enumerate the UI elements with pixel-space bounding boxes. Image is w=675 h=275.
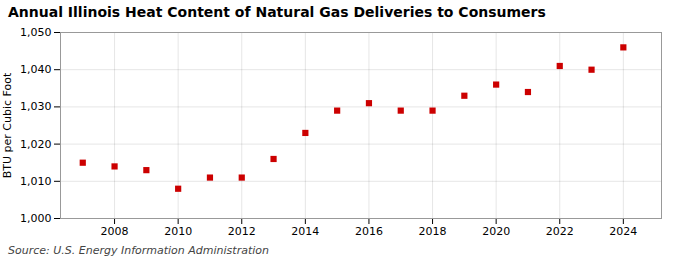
html-text:Annual Illinois Heat Content o: Annual Illinois Heat Content of Natural …	[8, 4, 546, 20]
svg-text:1,030: 1,030	[20, 100, 52, 113]
svg-text:2016: 2016	[355, 225, 383, 238]
svg-text:1,010: 1,010	[20, 175, 52, 188]
svg-text:1,000: 1,000	[20, 212, 52, 225]
svg-text:2012: 2012	[228, 225, 256, 238]
svg-text:1,020: 1,020	[20, 138, 52, 151]
svg-text:2022: 2022	[546, 225, 574, 238]
svg-text:1,040: 1,040	[20, 63, 52, 76]
svg-text:2010: 2010	[164, 225, 192, 238]
svg-text:2024: 2024	[609, 225, 637, 238]
html-text:Source: U.S. Energy Informatio: Source: U.S. Energy Information Administ…	[8, 244, 269, 257]
svg-text:2008: 2008	[101, 225, 129, 238]
svg-text:2018: 2018	[419, 225, 447, 238]
svg-text:2014: 2014	[291, 225, 319, 238]
svg-text:1,050: 1,050	[20, 26, 52, 39]
svg-text:2020: 2020	[482, 225, 510, 238]
svg-text:BTU per Cubic Foot: BTU per Cubic Foot	[1, 72, 14, 178]
